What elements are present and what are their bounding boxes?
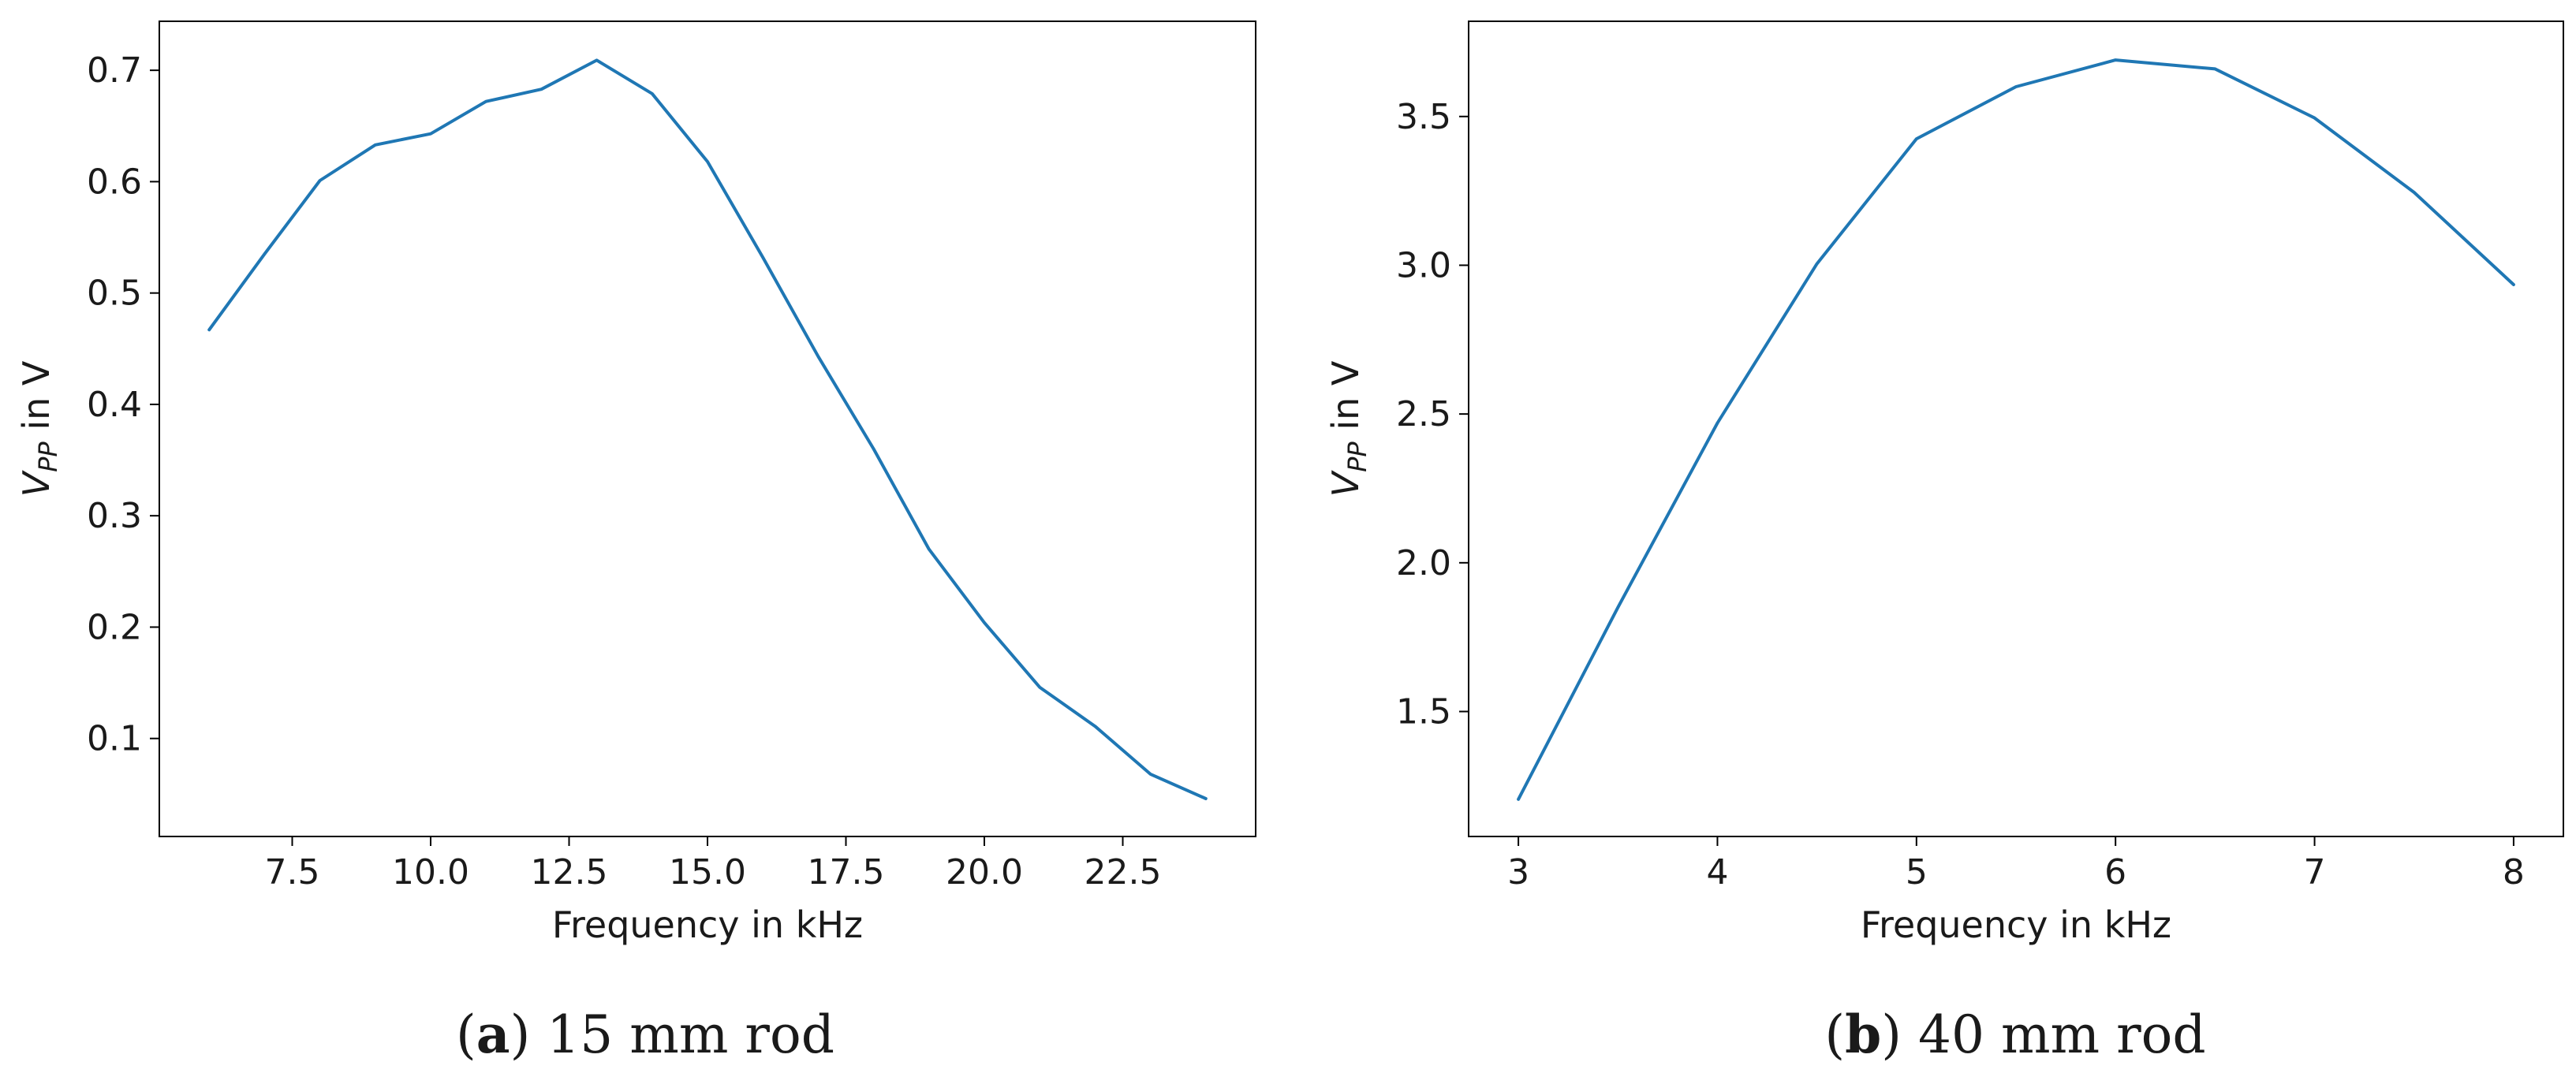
y-axis-label-unit: in V <box>15 360 58 441</box>
x-tick-label: 4 <box>1706 852 1728 892</box>
y-tick-label: 0.2 <box>87 607 142 647</box>
y-axis-label-symbol: V <box>15 469 58 497</box>
panel-caption: (a) 15 mm rod <box>456 1004 834 1065</box>
caption-text: 15 mm rod <box>547 1004 834 1065</box>
x-tick-label: 20.0 <box>946 852 1023 892</box>
y-tick-label: 2.0 <box>1396 543 1451 583</box>
x-tick-label: 7.5 <box>264 852 319 892</box>
x-tick-label: 7 <box>2304 852 2326 892</box>
x-tick-label: 15.0 <box>669 852 746 892</box>
plot-frame <box>159 20 1256 837</box>
caption-panel-label: b <box>1845 1004 1881 1065</box>
x-axis-label: Frequency in kHz <box>1861 903 2171 946</box>
panel-caption: (b) 40 mm rod <box>1824 1004 2205 1065</box>
y-tick-label: 0.4 <box>87 385 142 425</box>
y-tick-label: 0.3 <box>87 496 142 536</box>
x-tick-label: 10.0 <box>392 852 469 892</box>
caption-panel-label: a <box>476 1004 510 1065</box>
y-axis-label-symbol: V <box>1324 469 1367 497</box>
y-axis-label: VPP in V <box>1324 360 1372 497</box>
x-tick-label: 5 <box>1906 852 1928 892</box>
y-axis-label-subscript: PP <box>33 441 63 472</box>
plot-frame <box>1468 20 2564 837</box>
x-tick-label: 3 <box>1507 852 1529 892</box>
y-axis-label-subscript: PP <box>1342 441 1372 472</box>
caption-paren-close: ) <box>1881 1004 1918 1065</box>
y-axis-label-unit: in V <box>1324 360 1367 441</box>
y-axis-label: VPP in V <box>15 360 63 497</box>
y-tick-label: 0.6 <box>87 162 142 202</box>
x-axis-label: Frequency in kHz <box>552 903 863 946</box>
y-tick-label: 1.5 <box>1396 692 1451 732</box>
x-tick-label: 8 <box>2503 852 2525 892</box>
x-tick-label: 22.5 <box>1085 852 1162 892</box>
caption-text: 40 mm rod <box>1918 1004 2206 1065</box>
x-tick-label: 17.5 <box>808 852 885 892</box>
y-tick-label: 3.5 <box>1396 97 1451 137</box>
series-line <box>207 58 1208 800</box>
y-tick-label: 3.0 <box>1396 245 1451 285</box>
caption-paren-open: ( <box>456 1004 476 1065</box>
y-tick-label: 0.5 <box>87 274 142 314</box>
series-line <box>1517 58 2515 801</box>
chart-panel-a: 7.5 10.0 12.5 15.0 17.5 20.0 22.5 0.1 0.2 0.3 0.4 0… <box>15 20 1256 1065</box>
x-tick-label: 12.5 <box>531 852 608 892</box>
caption-paren-close: ) <box>510 1004 547 1065</box>
y-tick-label: 0.7 <box>87 50 142 91</box>
x-tick-label: 6 <box>2104 852 2126 892</box>
chart-panel-b: 3 4 5 6 7 8 1.5 2.0 2.5 3.0 3.5 Frequency in kHz VPP… <box>1324 20 2564 1065</box>
caption-paren-open: ( <box>1824 1004 1845 1065</box>
y-tick-label: 2.5 <box>1396 394 1451 434</box>
y-tick-label: 0.1 <box>87 719 142 759</box>
